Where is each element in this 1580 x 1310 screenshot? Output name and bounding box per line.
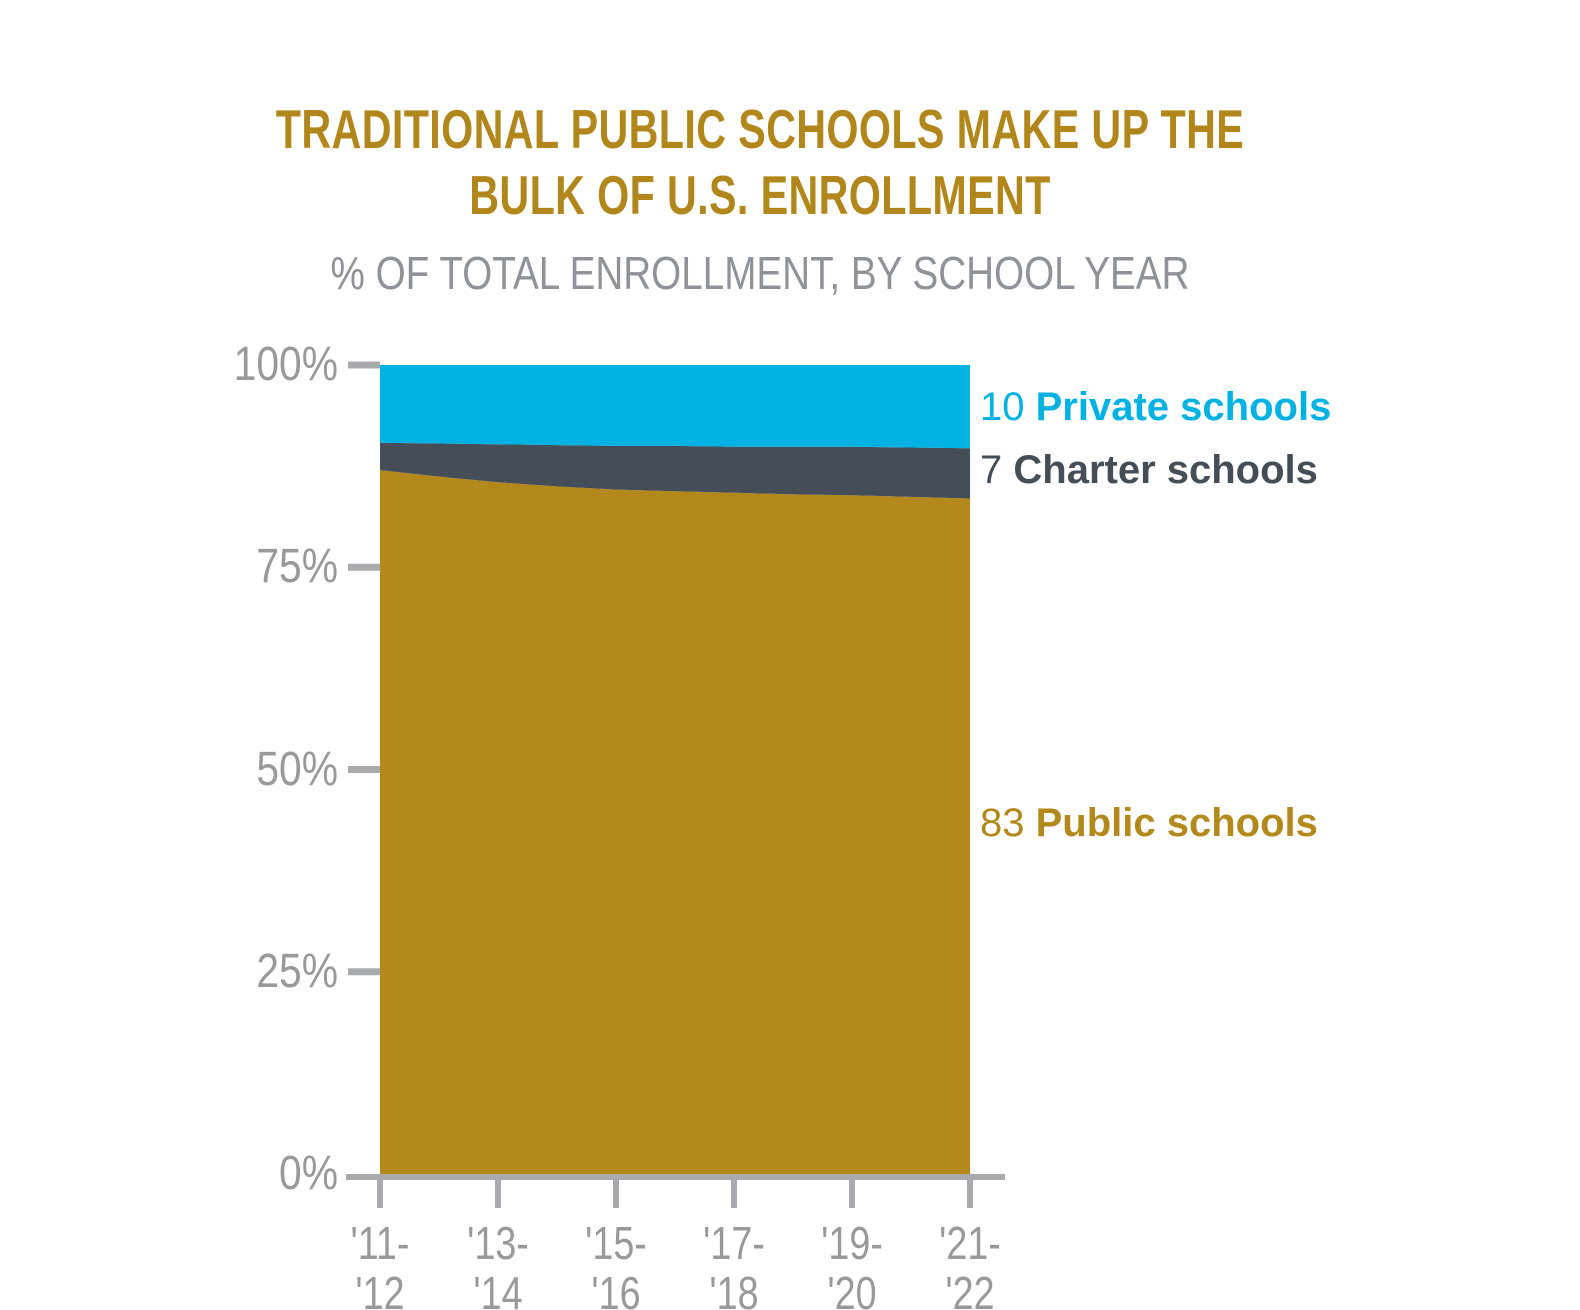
y-axis-label-100%: 100% [233, 338, 338, 391]
area-charter-schools [380, 442, 970, 499]
x-axis-label-'19-'20: '19- '20 [821, 1217, 883, 1310]
chart-subtitle: % OF TOTAL ENROLLMENT, BY SCHOOL YEAR [330, 247, 1190, 299]
page-title: TRADITIONAL PUBLIC SCHOOLS MAKE UP THE B… [0, 96, 1520, 228]
area-public-schools [380, 470, 970, 1174]
public-schools-value: 83 [980, 801, 1025, 845]
page-title-line1: TRADITIONAL PUBLIC SCHOOLS MAKE UP THE [275, 98, 1245, 160]
x-axis-label-'11-'12: '11- '12 [350, 1217, 410, 1310]
x-axis-label-'17-'18: '17- '18 [703, 1217, 765, 1310]
y-axis-label-0%: 0% [279, 1147, 338, 1200]
y-axis-label-25%: 25% [256, 944, 338, 998]
annotation-private-schools: 10 Private schools [980, 384, 1331, 430]
x-axis-label-'21-'22: '21- '22 [939, 1217, 1001, 1310]
y-axis-label-75%: 75% [256, 540, 338, 594]
public-schools-label: Public schools [1035, 801, 1318, 845]
x-axis-label-'13-'14: '13- '14 [467, 1217, 529, 1310]
annotation-charter-schools: 7 Charter schools [980, 447, 1318, 493]
area-private-schools [380, 365, 970, 449]
page-title-line2: BULK OF U.S. ENROLLMENT [469, 164, 1051, 226]
charter-schools-value: 7 [980, 448, 1003, 492]
x-axis-label-'15-'16: '15- '16 [585, 1217, 647, 1310]
charter-schools-label: Charter schools [1013, 448, 1318, 492]
private-schools-label: Private schools [1035, 385, 1332, 429]
y-axis-label-50%: 50% [256, 742, 338, 796]
annotation-public-schools: 83 Public schools [980, 800, 1318, 846]
private-schools-value: 10 [980, 385, 1025, 429]
